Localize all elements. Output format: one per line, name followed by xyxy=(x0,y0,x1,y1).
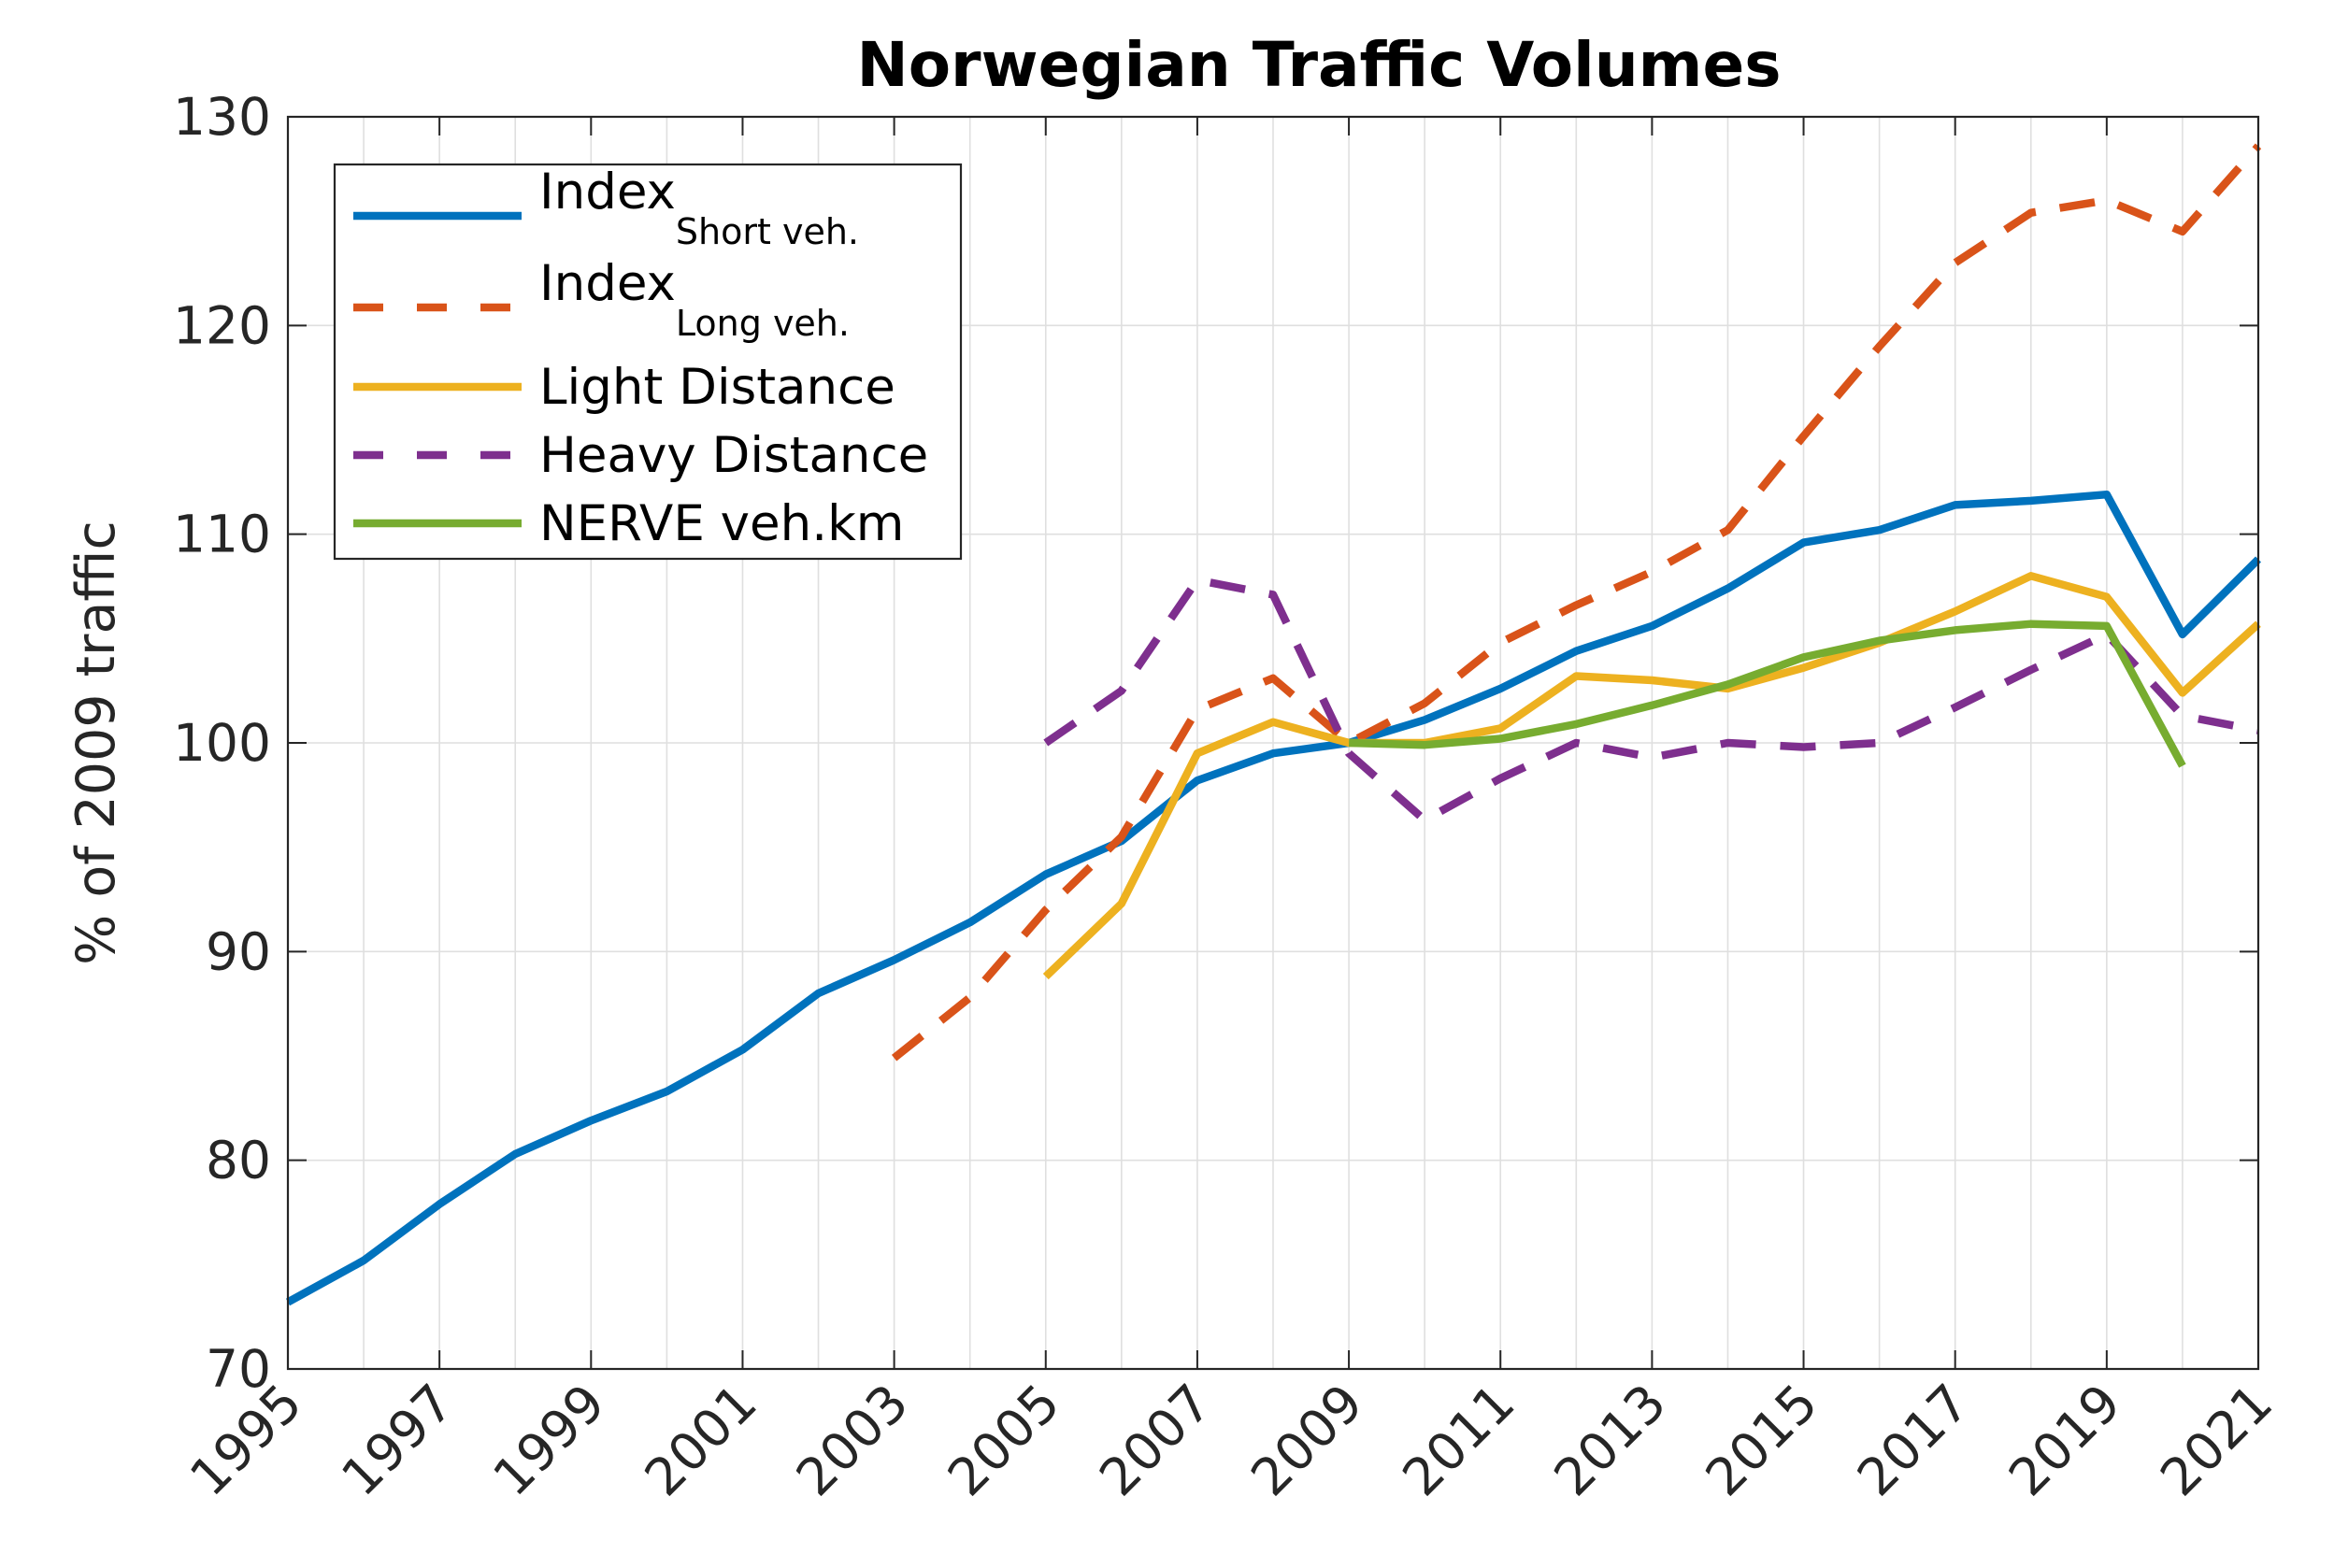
y-tick-label: 120 xyxy=(173,295,271,355)
series-line-4 xyxy=(1348,620,2186,768)
y-tick-label: 100 xyxy=(173,713,271,773)
legend-label-3: Heavy Distance xyxy=(539,427,928,484)
legend-subscript: Long veh. xyxy=(676,303,850,344)
y-tick-label: 90 xyxy=(206,921,271,981)
y-tick-label: 80 xyxy=(206,1131,271,1190)
y-tick-label: 70 xyxy=(206,1339,271,1399)
series-lines xyxy=(285,143,2262,1306)
legend-name: Index xyxy=(539,255,676,312)
y-tick-label: 130 xyxy=(173,87,271,147)
legend-label-2: Light Distance xyxy=(539,359,895,416)
y-tick-labels: 70 80 90 100 110 120 130 xyxy=(173,87,271,1399)
legend-name: Index xyxy=(539,164,676,221)
legend-name: Light Distance xyxy=(539,359,895,416)
legend-label-4: NERVE veh.km xyxy=(539,495,904,552)
legend-box xyxy=(333,163,963,561)
chart-title: Norwegian Traffic Volumes xyxy=(856,29,1781,101)
legend: IndexShort veh.IndexLong veh.Light Dista… xyxy=(333,163,963,561)
legend-label-1: IndexLong veh. xyxy=(539,255,850,344)
legend-name: Heavy Distance xyxy=(539,427,928,484)
legend-label-0: IndexShort veh. xyxy=(539,164,859,252)
axis-ticks xyxy=(287,116,2259,1370)
legend-subscript: Short veh. xyxy=(676,211,859,252)
legend-name: NERVE veh.km xyxy=(539,495,904,552)
y-tick-label: 110 xyxy=(173,505,271,564)
y-axis-label: % of 2009 traffic xyxy=(65,520,127,965)
